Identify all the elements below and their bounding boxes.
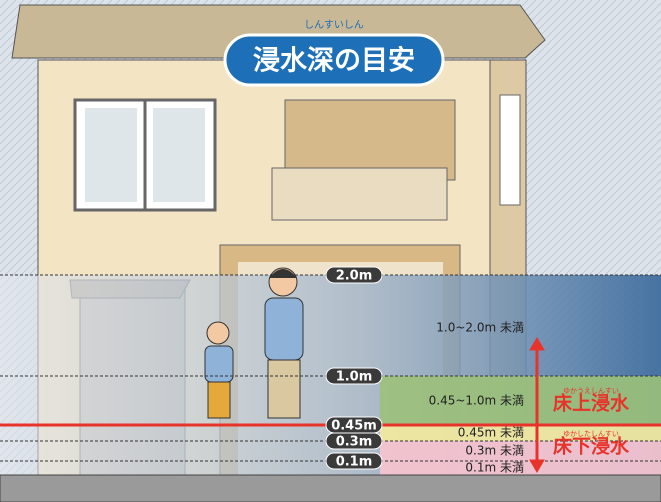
range-label: 0.1m 未満 [465, 461, 524, 475]
category: 床上浸水 [553, 392, 630, 415]
category: 床下浸水 [553, 435, 630, 458]
range-label: 1.0~2.0m 未満 [436, 321, 524, 335]
title-ruby: しんすいしん [304, 19, 364, 31]
range-label: 0.3m 未満 [465, 444, 524, 458]
level-label: 0.1m [336, 455, 373, 470]
flood-depth-diagram: 2.0m 1.0m 0.45m0.3m 0.1m しんすいしん 浸水深の目安 1.0~… [0, 0, 661, 502]
level-label: 2.0m [336, 269, 373, 284]
title: 浸水深の目安 [253, 46, 415, 77]
range-label: 0.45~1.0m 未満 [429, 394, 524, 408]
level-label: 0.45m [331, 419, 377, 434]
range-label: 0.45m 未満 [458, 426, 524, 440]
ground [0, 475, 661, 502]
level-label: 0.3m [336, 435, 373, 450]
level-label: 1.0m [336, 370, 373, 385]
